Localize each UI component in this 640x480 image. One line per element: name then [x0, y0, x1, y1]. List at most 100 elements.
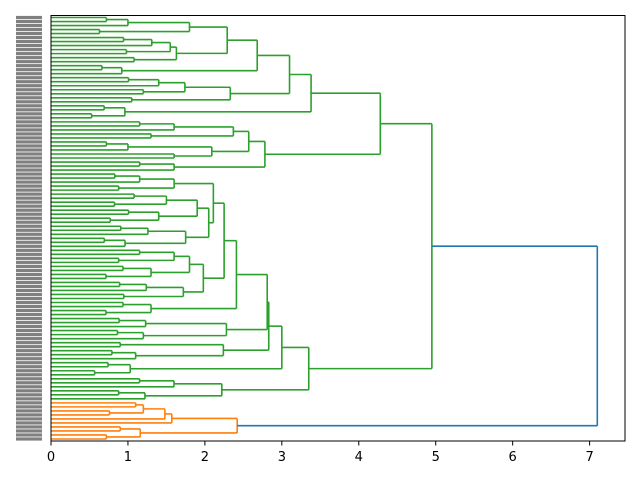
leaf-label: [16, 373, 42, 377]
leaf-label: [16, 136, 42, 140]
leaf-label: [16, 120, 42, 124]
leaf-label: [16, 172, 42, 176]
leaf-label: [16, 35, 42, 40]
leaf-label: [16, 19, 42, 24]
leaf-label: [16, 389, 42, 393]
leaf-label: [16, 92, 42, 96]
leaf-label: [16, 152, 42, 156]
leaf-label: [16, 84, 42, 88]
leaf-label: [16, 124, 42, 128]
leaf-label: [16, 337, 42, 341]
leaf-label: [16, 27, 42, 32]
leaf-label: [16, 15, 42, 20]
leaf-label: [16, 300, 42, 305]
leaf-label: [16, 417, 42, 421]
leaf-label: [16, 180, 42, 184]
leaf-label: [16, 345, 42, 349]
leaf-label: [16, 200, 42, 204]
leaf-label: [16, 292, 42, 297]
leaf-label: [16, 140, 42, 144]
leaf-label: [16, 132, 42, 136]
x-tick-label: 5: [432, 450, 440, 465]
leaf-label: [16, 232, 42, 236]
leaf-label: [16, 56, 42, 60]
leaf-label: [16, 429, 42, 433]
x-tick-label: 4: [355, 450, 363, 465]
leaf-label: [16, 385, 42, 389]
x-tick-label: 2: [201, 450, 209, 465]
leaf-label: [16, 196, 42, 200]
leaf-label: [16, 248, 42, 252]
leaf-label: [16, 341, 42, 345]
leaf-label: [16, 264, 42, 268]
leaf-label: [16, 188, 42, 192]
leaf-label: [16, 240, 42, 244]
leaf-label: [16, 236, 42, 240]
leaf-label: [16, 184, 42, 188]
leaf-label: [16, 31, 42, 36]
leaf-label: [16, 296, 42, 301]
leaf-labels: [16, 15, 42, 441]
leaf-label: [16, 220, 42, 224]
leaf-label: [16, 160, 42, 164]
leaf-label: [16, 280, 42, 285]
leaf-label: [16, 365, 42, 369]
leaf-label: [16, 381, 42, 385]
leaf-label: [16, 288, 42, 293]
x-tick-label: 0: [47, 450, 55, 465]
dendrogram-links: [51, 16, 599, 440]
leaf-label: [16, 148, 42, 152]
x-tick-label: 6: [509, 450, 517, 465]
leaf-label: [16, 23, 42, 28]
leaf-label: [16, 276, 42, 281]
leaf-label: [16, 48, 42, 52]
leaf-label: [16, 393, 42, 397]
leaf-label: [16, 164, 42, 168]
leaf-label: [16, 208, 42, 212]
leaf-label: [16, 353, 42, 357]
leaf-label: [16, 176, 42, 180]
leaf-label: [16, 272, 42, 277]
x-axis: 0 1 2 3 4 5 6 7: [47, 441, 594, 465]
leaf-label: [16, 224, 42, 228]
leaf-label: [16, 413, 42, 417]
leaf-label: [16, 377, 42, 381]
leaf-label: [16, 39, 42, 44]
leaf-label: [16, 252, 42, 256]
leaf-label: [16, 304, 42, 309]
leaf-label: [16, 409, 42, 413]
leaf-label: [16, 216, 42, 220]
leaf-label: [16, 333, 42, 337]
leaf-label: [16, 80, 42, 84]
leaf-label: [16, 425, 42, 429]
leaf-label: [16, 329, 42, 333]
leaf-label: [16, 316, 42, 321]
leaf-label: [16, 268, 42, 272]
x-tick-label: 3: [278, 450, 286, 465]
leaf-label: [16, 96, 42, 100]
leaf-label: [16, 397, 42, 401]
leaf-label: [16, 156, 42, 160]
leaf-label: [16, 324, 42, 329]
leaf-label: [16, 212, 42, 216]
leaf-label: [16, 312, 42, 317]
leaf-label: [16, 88, 42, 92]
leaf-label: [16, 308, 42, 313]
leaf-label: [16, 168, 42, 172]
leaf-label: [16, 361, 42, 365]
leaf-label: [16, 68, 42, 72]
leaf-label: [16, 100, 42, 104]
leaf-label: [16, 128, 42, 132]
leaf-label: [16, 421, 42, 425]
leaf-label: [16, 52, 42, 56]
leaf-label: [16, 349, 42, 353]
leaf-label: [16, 192, 42, 196]
plot-frame: [50, 15, 626, 442]
leaf-label: [16, 401, 42, 405]
x-tick-label: 1: [124, 450, 132, 465]
leaf-label: [16, 116, 42, 120]
leaf-label: [16, 433, 42, 437]
leaf-label: [16, 72, 42, 76]
leaf-label: [16, 256, 42, 260]
